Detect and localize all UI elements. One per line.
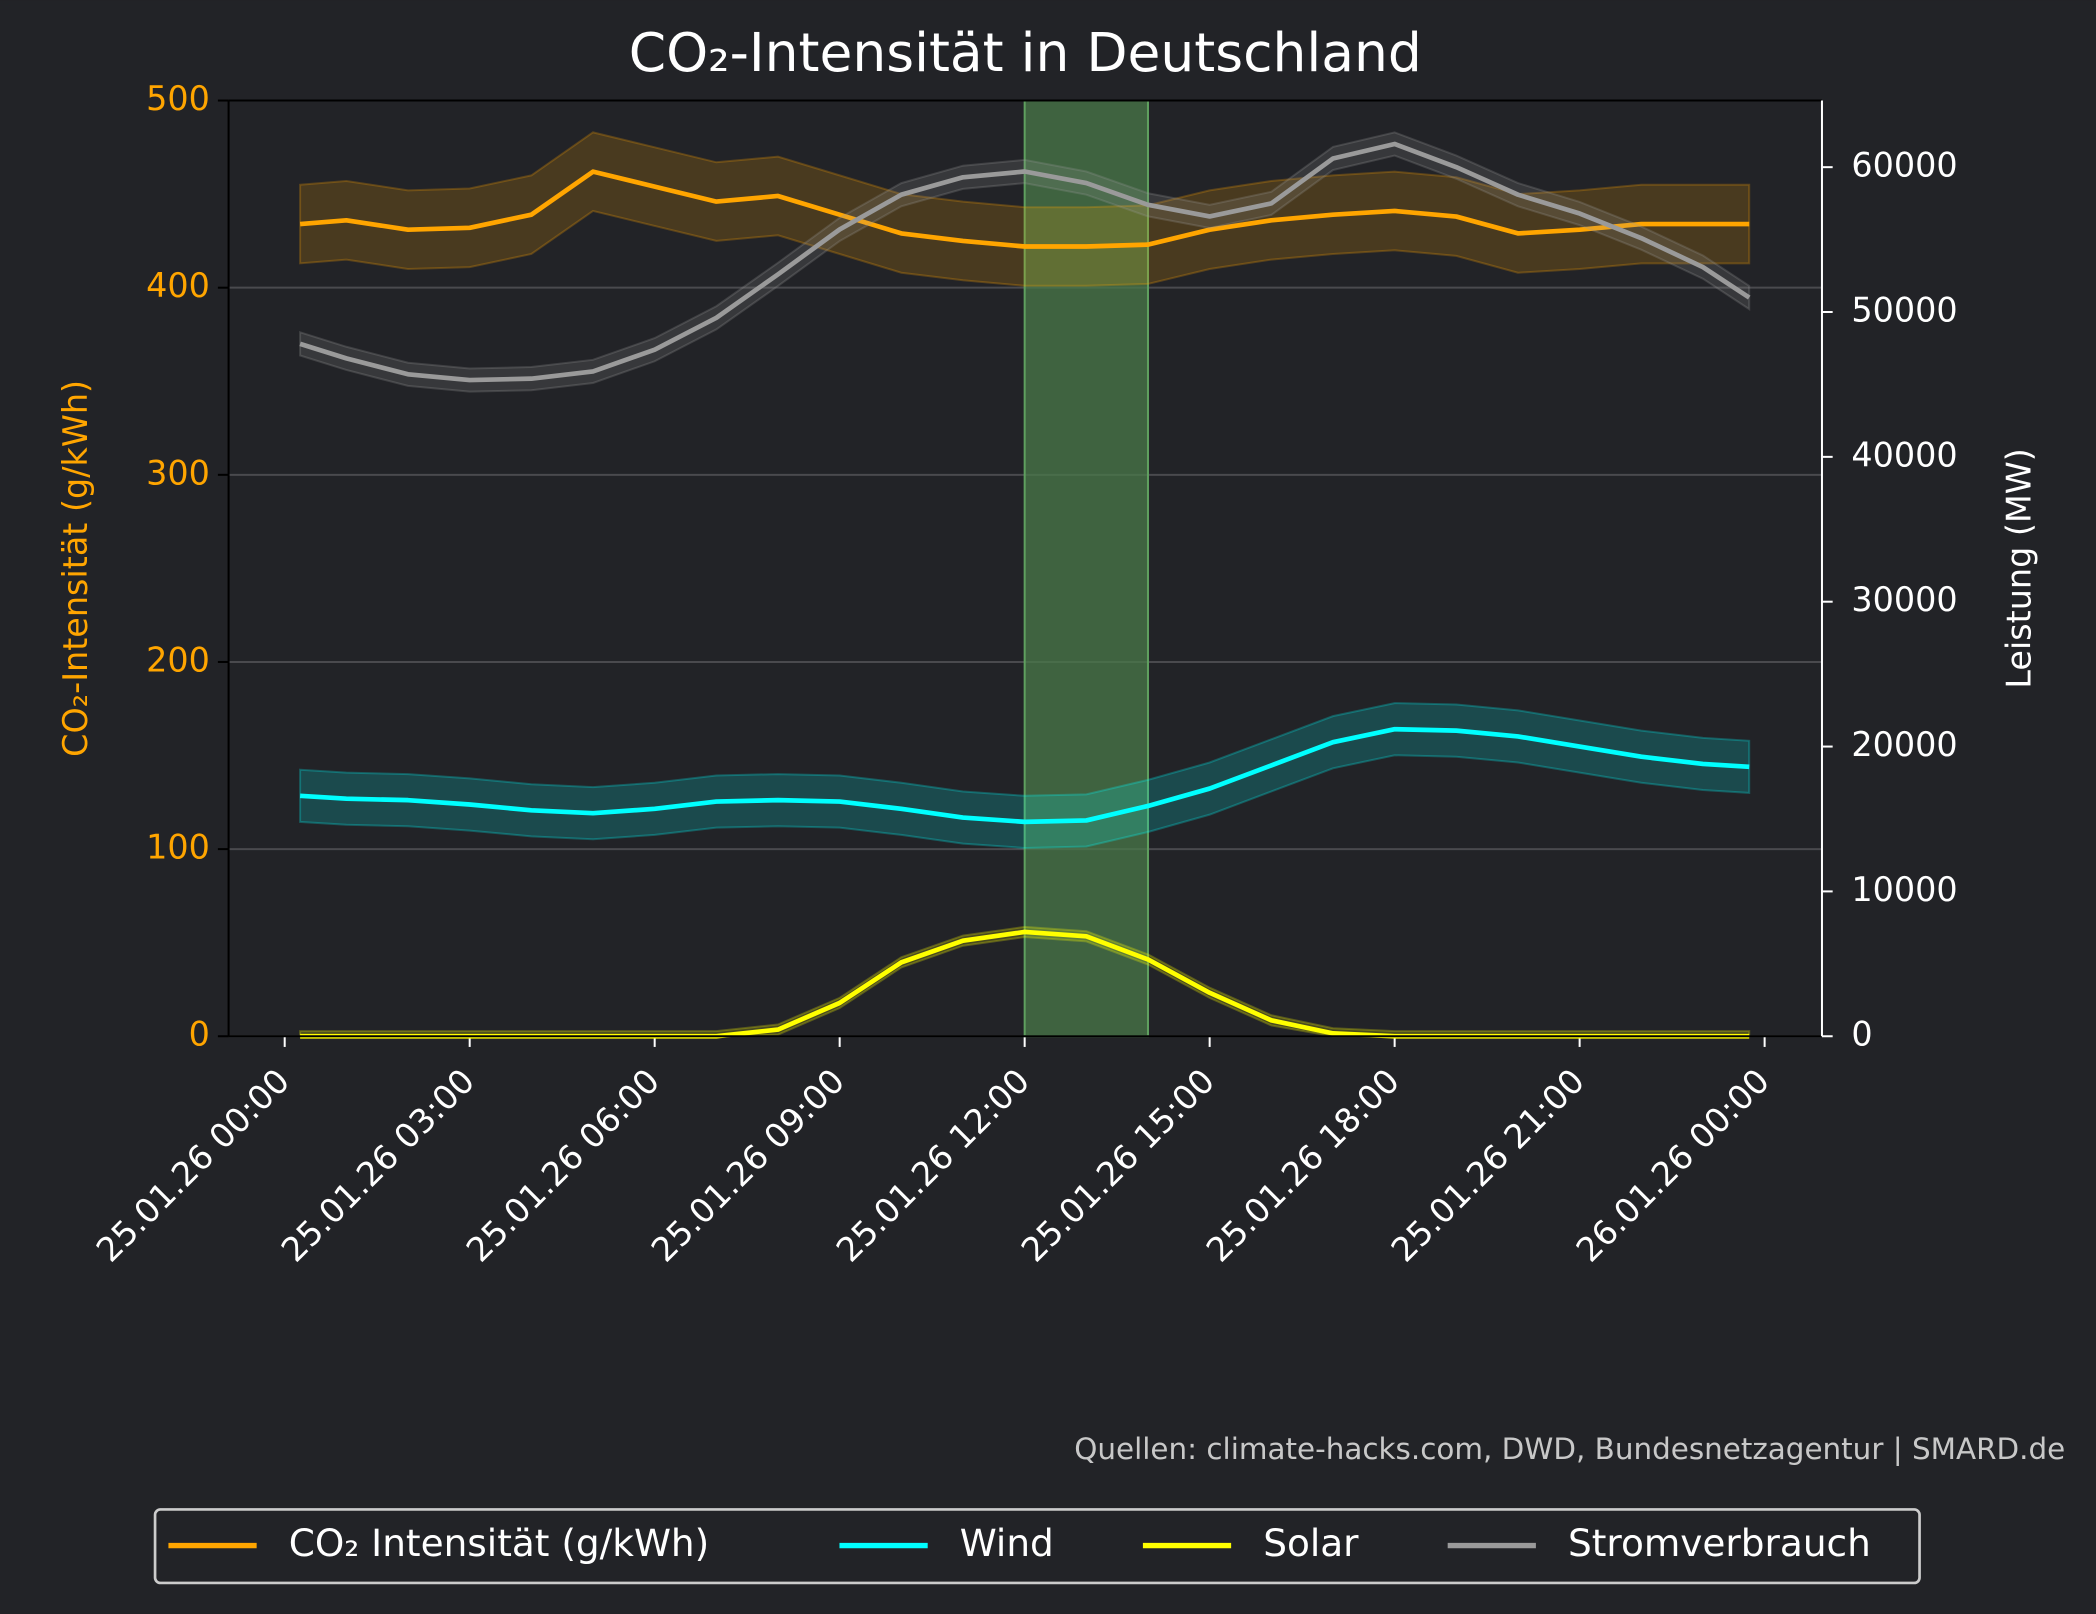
uncertainty-band (299, 131, 1751, 393)
y2-axis-label: Leistung (MW) (2000, 448, 2039, 688)
legend-label: Solar (1263, 1521, 1359, 1565)
series-line (299, 726, 1750, 825)
y2-tick-label: 30000 (1851, 580, 1957, 619)
legend-label: Stromverbrauch (1568, 1521, 1871, 1565)
y-tick-label: 400 (146, 266, 210, 305)
highlight-span (1023, 99, 1149, 1038)
chart-title: CO₂-Intensität in Deutschland (629, 21, 1422, 84)
series-line (299, 141, 1751, 383)
y-tick-label: 200 (146, 640, 210, 679)
y-tick-label: 100 (146, 828, 210, 867)
y2-tick-label: 50000 (1851, 291, 1957, 330)
legend-label: Wind (960, 1521, 1054, 1565)
legend-label: CO₂ Intensität (g/kWh) (289, 1521, 710, 1565)
y2-tick-label: 10000 (1851, 870, 1957, 909)
y2-tick-label: 60000 (1851, 146, 1957, 185)
y-tick-label: 0 (189, 1015, 210, 1054)
y2-tick-label: 20000 (1851, 725, 1957, 764)
uncertainty-band (299, 702, 1751, 849)
series-line (299, 169, 1750, 249)
source-note: Quellen: climate-hacks.com, DWD, Bundesn… (1074, 1432, 2065, 1467)
y-axis-label: CO₂-Intensität (g/kWh) (56, 380, 95, 757)
y2-tick-label: 40000 (1851, 435, 1957, 474)
uncertainty-band (299, 131, 1751, 287)
y2-tick-label: 0 (1851, 1015, 1872, 1054)
y-tick-label: 500 (146, 79, 210, 118)
y-tick-label: 300 (146, 453, 210, 492)
legend-box (153, 1508, 1921, 1585)
